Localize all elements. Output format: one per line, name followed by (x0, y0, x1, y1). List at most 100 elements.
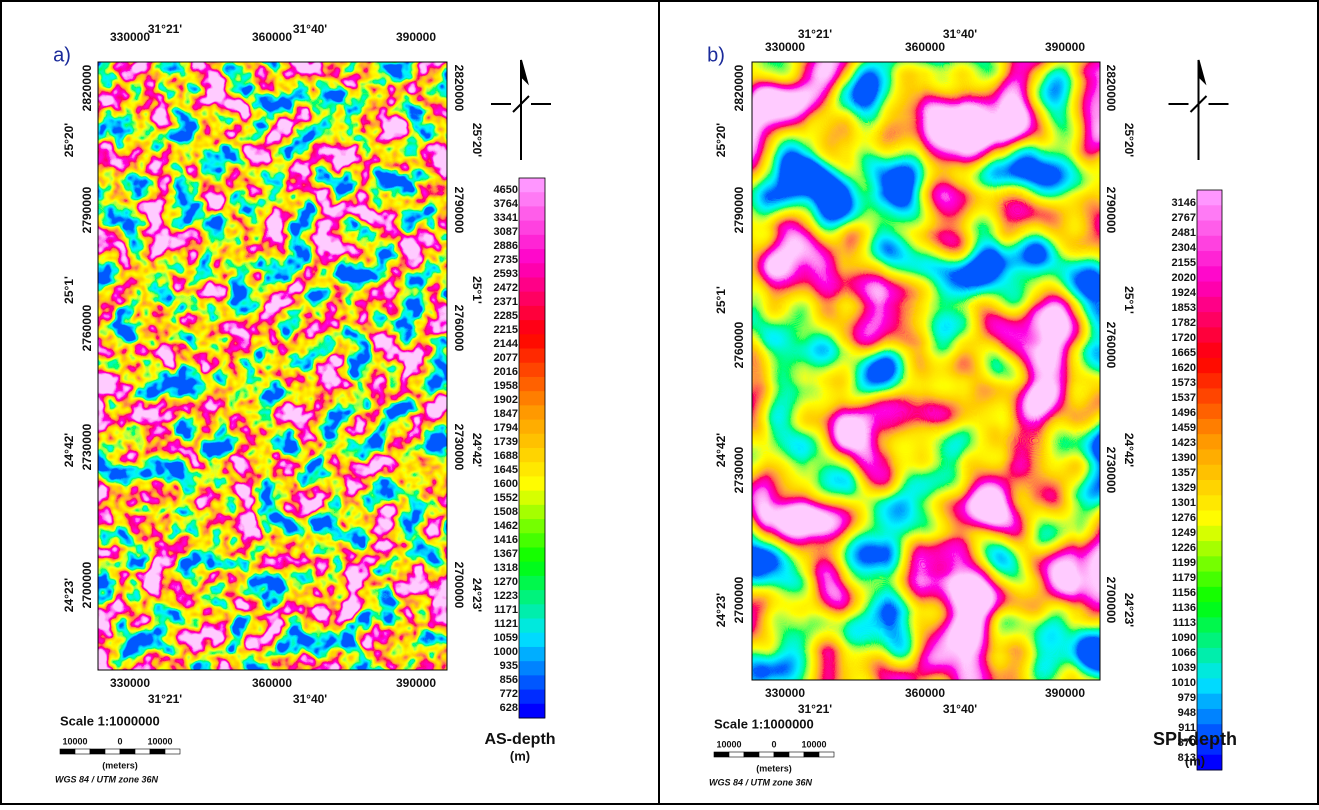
legend-swatch (519, 305, 545, 321)
scale-bar-segment (149, 748, 166, 755)
top-easting: 330000 (110, 30, 150, 44)
legend-swatch (519, 476, 545, 492)
right-northing: 2730000 (1104, 447, 1118, 494)
legend-swatch (1197, 602, 1222, 618)
right-latitude: 24°23' (470, 578, 484, 612)
legend-swatch (519, 362, 545, 378)
bottom-easting: 390000 (1045, 686, 1085, 700)
top-easting: 330000 (765, 40, 805, 54)
right-northing: 2790000 (1104, 187, 1118, 234)
legend-value: 4650 (494, 184, 518, 196)
legend-swatch (1197, 464, 1222, 481)
legend-value: 1156 (1172, 587, 1196, 599)
right-latitude: 24°42' (470, 433, 484, 467)
legend-swatch (519, 178, 545, 193)
legend-swatch (519, 376, 545, 392)
scale-bar-label: 0 (771, 739, 776, 749)
legend-value: 2304 (1172, 242, 1197, 254)
legend-swatch (1197, 541, 1222, 557)
legend-value: 1853 (1172, 302, 1196, 314)
legend-value: 2735 (494, 254, 518, 266)
legend-value: 2215 (494, 324, 518, 336)
legend-swatch (1197, 266, 1222, 283)
panel-label: a) (53, 44, 71, 66)
legend-swatch (519, 703, 545, 719)
map-border (97, 61, 448, 671)
legend-value: 2886 (494, 240, 518, 252)
legend-swatch (519, 604, 545, 620)
scale-bar-segment (818, 751, 835, 758)
right-northing: 2700000 (452, 562, 466, 609)
legend-swatch (1197, 220, 1222, 237)
legend-value: 1367 (494, 548, 518, 560)
left-northing: 2760000 (732, 321, 746, 368)
legend-value: 1199 (1172, 557, 1196, 569)
legend-swatch (1197, 586, 1222, 603)
legend-border (1196, 189, 1223, 771)
legend-swatch (519, 277, 545, 293)
scale-bar-segment (743, 751, 760, 758)
legend-swatch (1197, 357, 1222, 374)
legend-value: 2371 (494, 296, 518, 308)
legend-value: 1010 (1172, 677, 1196, 689)
scale-bar-label: 10000 (62, 736, 87, 746)
legend-value: 813 (1178, 752, 1196, 764)
legend-swatch (519, 206, 545, 222)
legend-title: AS-depth (484, 731, 555, 748)
bottom-easting: 330000 (765, 686, 805, 700)
legend-value: 1847 (494, 408, 518, 420)
legend-value: 1318 (494, 562, 518, 574)
legend-swatch (1197, 495, 1222, 512)
legend-value: 2285 (494, 310, 518, 322)
legend-value: 1958 (494, 380, 518, 392)
legend-value: 1552 (494, 492, 518, 504)
legend-swatch (1197, 205, 1222, 222)
legend-value: 911 (1178, 722, 1196, 734)
legend-swatch (519, 405, 545, 421)
right-latitude: 25°20' (470, 123, 484, 157)
bottom-longitude: 31°21' (148, 692, 182, 706)
legend-value: 1573 (1172, 377, 1196, 389)
right-latitude: 25°20' (1122, 123, 1136, 157)
left-northing: 2820000 (732, 64, 746, 111)
top-easting: 360000 (905, 40, 945, 54)
left-latitude: 25°20' (714, 123, 728, 157)
legend-swatch (519, 504, 545, 520)
left-northing: 2790000 (80, 186, 94, 233)
legend-swatch (519, 263, 545, 278)
legend-value: 1329 (1172, 482, 1196, 494)
legend-swatch (1197, 571, 1222, 588)
right-northing: 2700000 (1104, 577, 1118, 624)
top-longitude: 31°40' (943, 27, 977, 41)
legend-swatch (519, 419, 545, 435)
legend-value: 2020 (1172, 272, 1196, 284)
legend-swatch (1197, 617, 1222, 634)
scale-unit: (meters) (756, 763, 792, 773)
left-latitude: 25°20' (62, 123, 76, 157)
legend-unit: (m) (510, 748, 530, 763)
legend-value: 948 (1178, 707, 1196, 719)
legend-value: 3146 (1172, 197, 1196, 209)
legend-value: 1600 (494, 478, 518, 490)
legend-value: 1459 (1172, 422, 1196, 434)
top-longitude: 31°21' (798, 27, 832, 41)
legend-value: 1000 (494, 646, 518, 658)
top-longitude: 31°21' (148, 22, 182, 36)
top-longitude: 31°40' (293, 22, 327, 36)
legend-value: 1357 (1172, 467, 1196, 479)
legend-value: 3087 (494, 226, 518, 238)
legend-border (518, 177, 546, 719)
legend-value: 1924 (1172, 287, 1197, 299)
legend-value: 1171 (494, 604, 518, 616)
right-northing: 2820000 (1104, 65, 1118, 112)
legend-value: 2481 (1172, 227, 1196, 239)
scale-bar-segment (713, 751, 730, 758)
legend-value: 979 (1178, 692, 1196, 704)
legend-swatch (519, 234, 545, 250)
legend-swatch (519, 561, 545, 577)
legend-swatch (519, 462, 545, 477)
legend-value: 1276 (1172, 512, 1196, 524)
right-latitude: 24°23' (1122, 593, 1136, 627)
right-latitude: 25°1' (470, 276, 484, 304)
left-northing: 2760000 (80, 304, 94, 351)
